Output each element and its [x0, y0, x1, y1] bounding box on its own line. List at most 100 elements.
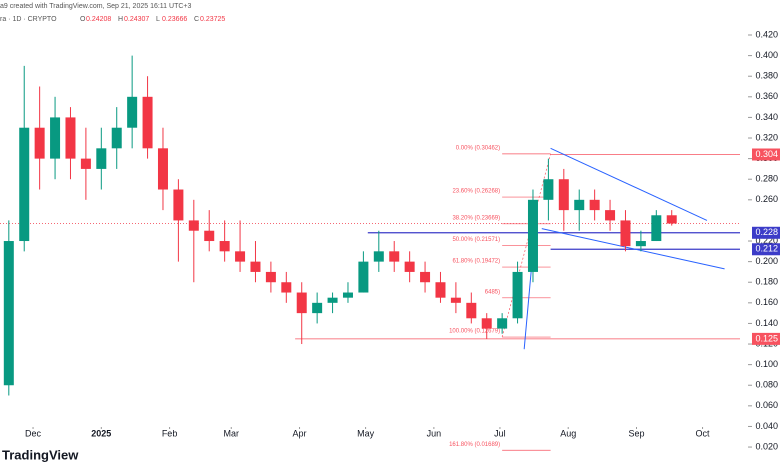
candle-body	[50, 117, 61, 159]
y-tick-label: 0.420	[755, 29, 778, 39]
candle-body	[3, 241, 14, 386]
candle-body	[620, 220, 631, 247]
logo: TradingView	[2, 447, 79, 462]
fib-range	[501, 153, 551, 338]
x-tick-label: Oct	[696, 428, 711, 438]
candle-body	[543, 179, 554, 200]
candle-body	[497, 318, 508, 329]
y-tick-label: 0.140	[755, 318, 778, 328]
x-tick-label: 2025	[91, 428, 111, 438]
ohlc-key: O	[80, 16, 86, 23]
x-tick-label: Feb	[162, 428, 178, 438]
ohlc-key: L	[156, 16, 160, 23]
fib-label: 0.00% (0.30462)	[456, 145, 500, 151]
candle-body	[142, 96, 153, 149]
candle-body	[420, 271, 431, 283]
candle-body	[281, 282, 292, 293]
candle-body	[635, 241, 646, 247]
y-tick-label: 0.040	[755, 421, 778, 431]
candle-body	[204, 230, 215, 242]
symbol: ra · 1D · CRYPTO	[0, 16, 57, 23]
candle-body	[96, 148, 107, 169]
price-label: 0.212	[755, 244, 778, 254]
price-label-bg	[752, 226, 780, 239]
y-tick-label: 0.160	[755, 297, 778, 307]
candle-body	[651, 215, 662, 242]
candle-body	[450, 297, 461, 303]
candle-body	[342, 292, 353, 298]
candle-body	[188, 220, 199, 231]
ohlc-value: 0.24307	[124, 16, 149, 23]
candle-body	[80, 158, 91, 169]
y-tick-label: 0.200	[755, 256, 778, 266]
y-tick-label: 0.400	[755, 50, 778, 60]
candle-body	[435, 282, 446, 298]
y-tick-label: 0.380	[755, 71, 778, 81]
y-tick-label: 0.220	[755, 235, 778, 245]
candle-body	[250, 261, 261, 272]
candle-body	[666, 215, 677, 224]
y-tick-label: 0.260	[755, 194, 778, 204]
fib-label: 50.00% (0.21571)	[452, 237, 500, 243]
price-label: 0.125	[755, 333, 778, 343]
candle-body	[34, 127, 45, 159]
candle-body	[589, 199, 600, 211]
x-tick-label: Aug	[560, 428, 576, 438]
x-tick-label: Apr	[293, 428, 307, 438]
price-label-bg	[752, 332, 780, 345]
price-label: 0.304	[755, 149, 778, 159]
fib-label: 61.80% (0.19472)	[452, 259, 500, 265]
candle-body	[219, 241, 230, 252]
ohlc-value: 0.23666	[162, 16, 187, 23]
price-label: 0.228	[755, 227, 778, 237]
plot-area: 0.00% (0.30462) 23.60% (0.26268) 38.20% (0…	[0, 55, 740, 451]
candle-body	[65, 117, 76, 159]
candle-body	[312, 302, 323, 314]
ohlc-key: C	[194, 16, 199, 23]
candle-body	[327, 297, 338, 303]
y-tick-label: 0.020	[755, 441, 778, 451]
candle-body	[404, 261, 415, 272]
x-tick-label: May	[357, 428, 375, 438]
candle-body	[265, 271, 276, 283]
y-tick-label: 0.280	[755, 174, 778, 184]
ohlc-value: 0.23725	[200, 16, 225, 23]
candle-body	[527, 199, 538, 272]
y-tick-label: 0.080	[755, 380, 778, 390]
x-tick-label: Jul	[494, 428, 506, 438]
y-tick-label: 0.060	[755, 400, 778, 410]
trend-line	[550, 147, 708, 221]
candle-body	[19, 127, 30, 242]
x-tick-label: Dec	[25, 428, 42, 438]
candle-body	[173, 189, 184, 221]
x-tick-label: Sep	[628, 428, 644, 438]
candle-body	[127, 96, 138, 128]
fib-label: 161.80% (0.01689)	[449, 442, 500, 448]
candle-body	[512, 271, 523, 319]
fib-label: 100.00% (0.12679)	[449, 329, 500, 335]
candle-body	[373, 251, 384, 262]
fib-label: 6485)	[485, 289, 500, 295]
candle-body	[111, 127, 122, 149]
ohlc-key: H	[118, 16, 123, 23]
ohlc-value: 0.24208	[86, 16, 111, 23]
y-tick-label: 0.340	[755, 112, 778, 122]
candle-body	[481, 318, 492, 329]
candle-body	[358, 261, 369, 293]
candle-body	[157, 148, 168, 190]
credit: a9 created with TradingView.com, Sep 21,…	[0, 3, 191, 10]
y-tick-label: 0.100	[755, 359, 778, 369]
candle-body	[389, 251, 400, 262]
x-tick-label: Mar	[224, 428, 240, 438]
x-tick-label: Jun	[427, 428, 442, 438]
candle-body	[466, 302, 477, 319]
candle-body	[296, 292, 307, 314]
candle-body	[574, 199, 585, 211]
price-label-bg	[752, 148, 780, 161]
fib-label: 23.60% (0.26268)	[452, 189, 500, 195]
fib-label: 38.20% (0.23669)	[452, 215, 500, 221]
candle-body	[558, 179, 569, 211]
trend-line	[541, 228, 725, 270]
